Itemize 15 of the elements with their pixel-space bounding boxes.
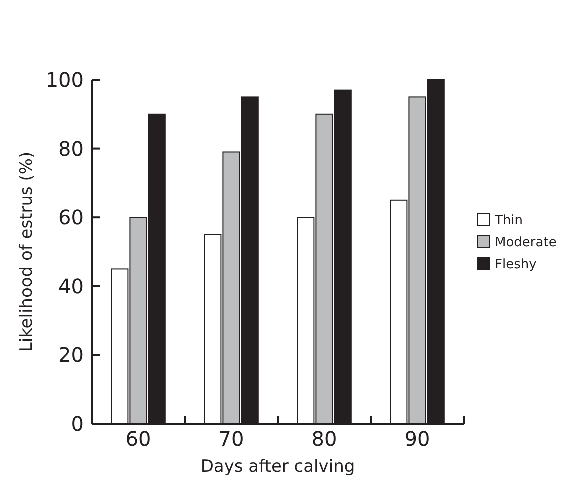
x-axis-title: Days after calving [200,457,356,477]
y-tick-label: 60 [58,206,84,230]
x-tick-label: 70 [218,427,244,451]
legend-label: Moderate [495,236,557,251]
y-tick-label: 0 [71,412,84,436]
x-tick-label: 80 [312,427,338,451]
legend-label: Thin [494,214,524,229]
y-tick-label: 80 [58,136,84,161]
x-tick-label: 90 [404,427,430,451]
y-tick-label: 40 [58,274,84,298]
x-tick-label: 60 [126,427,152,451]
y-tick-label: 100 [46,68,84,92]
y-tick-label: 20 [58,343,84,368]
y-axis-title: Likelihood of estrus (%) [17,152,37,352]
legend-label: Fleshy [495,258,538,273]
